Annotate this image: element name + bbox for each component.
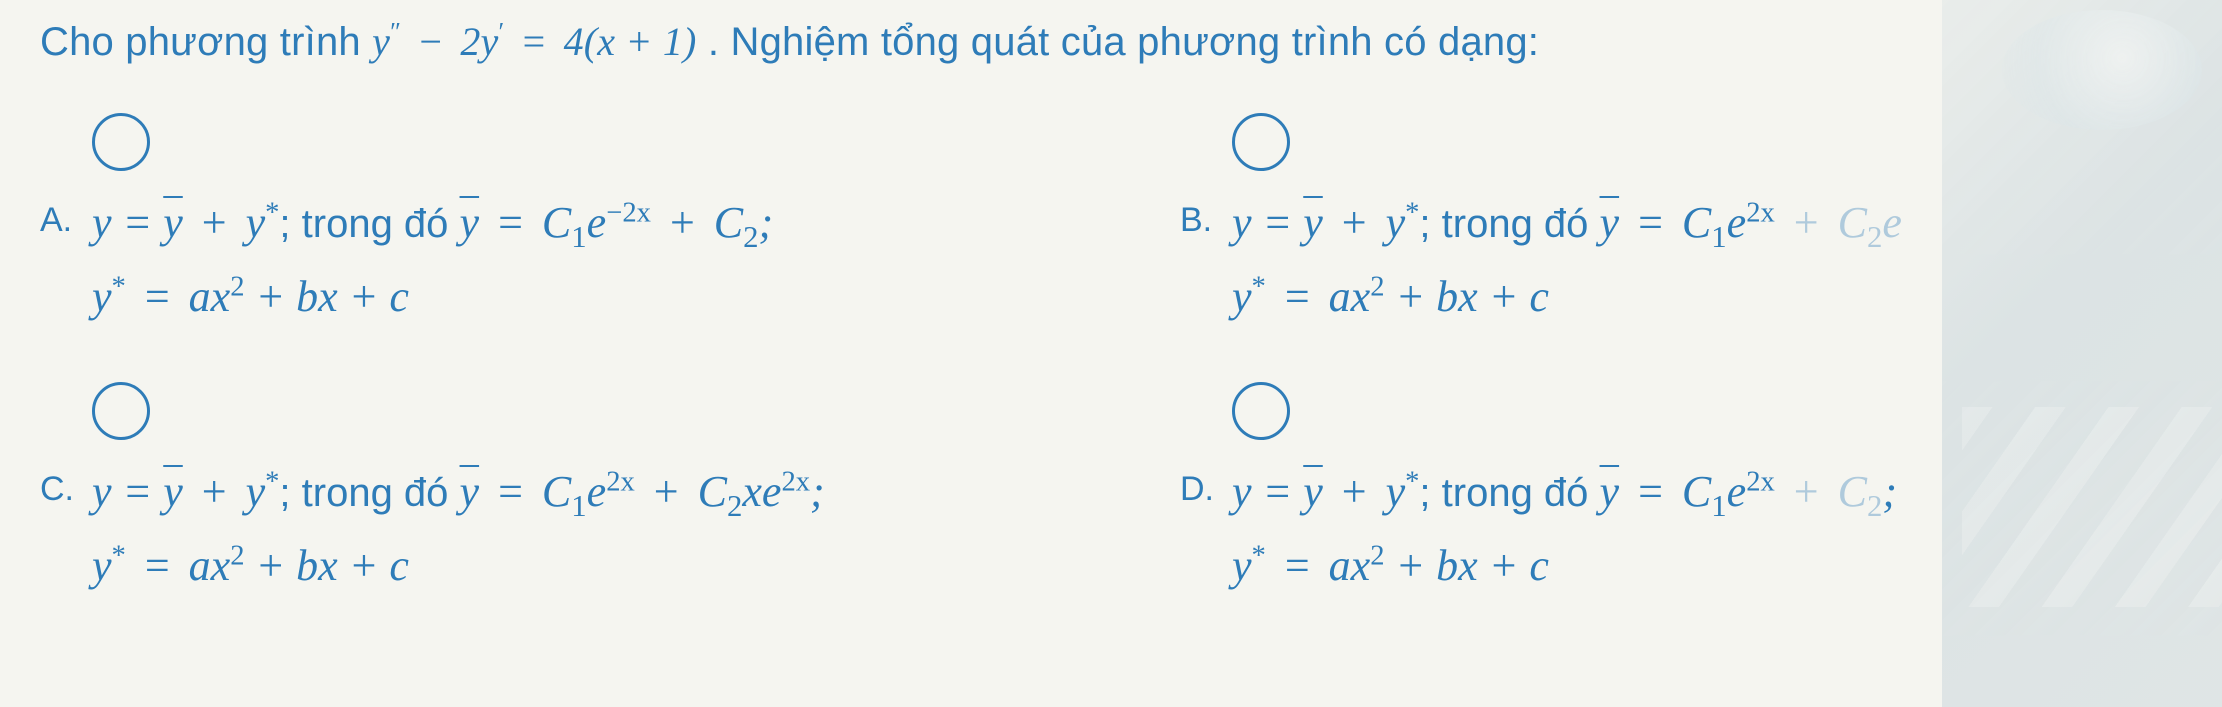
option-b-line1: y = y + y*; trong đó y = C1e2x + C2e: [1232, 199, 1902, 247]
option-c-line1: y = y + y*; trong đó y = C1e2x + C2xe2x;: [92, 468, 825, 516]
option-letter-c: C.: [40, 468, 92, 506]
options-grid: A. y = y + y*; trong đó y = C1e−2x + C2;…: [40, 113, 2182, 591]
radio-a[interactable]: [92, 113, 150, 171]
option-letter-b: B.: [1180, 199, 1232, 237]
prompt-equation: y″ − 2y′ = 4(x + 1): [372, 19, 696, 64]
option-b-line2: y* = ax2 + bx + c: [1232, 273, 1902, 321]
radio-c[interactable]: [92, 382, 150, 440]
radio-d[interactable]: [1232, 382, 1290, 440]
question-prompt: Cho phương trình y″ − 2y′ = 4(x + 1) . N…: [40, 18, 2182, 65]
option-d-line2: y* = ax2 + bx + c: [1232, 542, 1897, 590]
option-a: A. y = y + y*; trong đó y = C1e−2x + C2;…: [40, 113, 1140, 322]
option-d-line1: y = y + y*; trong đó y = C1e2x + C2;: [1232, 468, 1897, 516]
option-a-line1: y = y + y*; trong đó y = C1e−2x + C2;: [92, 199, 773, 247]
radio-b[interactable]: [1232, 113, 1290, 171]
prompt-tail: . Nghiệm tổng quát của phương trình có d…: [697, 20, 1540, 64]
option-letter-d: D.: [1180, 468, 1232, 506]
option-c: C. y = y + y*; trong đó y = C1e2x + C2xe…: [40, 382, 1140, 591]
option-d: D. y = y + y*; trong đó y = C1e2x + C2; …: [1180, 382, 2182, 591]
prompt-lead: Cho phương trình: [40, 20, 372, 64]
option-b: B. y = y + y*; trong đó y = C1e2x + C2e …: [1180, 113, 2182, 322]
option-c-line2: y* = ax2 + bx + c: [92, 542, 825, 590]
question-content: Cho phương trình y″ − 2y′ = 4(x + 1) . N…: [0, 0, 2222, 591]
option-a-line2: y* = ax2 + bx + c: [92, 273, 773, 321]
option-letter-a: A.: [40, 199, 92, 237]
